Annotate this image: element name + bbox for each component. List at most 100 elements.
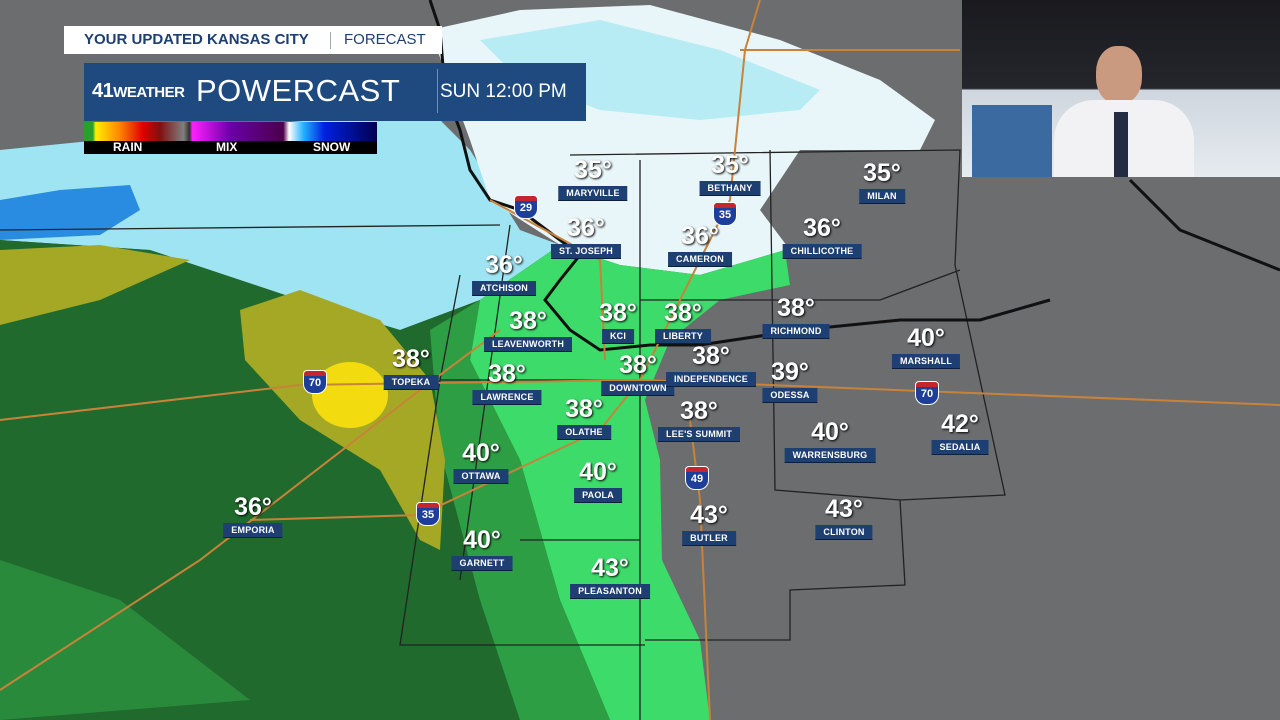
city-label: 43° PLEASANTON (570, 556, 650, 599)
city-name: KCI (601, 329, 635, 344)
forecast-time: SUN 12:00 PM (440, 81, 567, 102)
city-temp: 38° (509, 307, 547, 335)
snow-area-left (0, 110, 560, 330)
legend-snow: SNOW (313, 140, 351, 154)
city-temp: 38° (488, 360, 526, 388)
headline-title: YOUR UPDATED KANSAS CITY (84, 31, 309, 48)
city-temp: 38° (692, 342, 730, 370)
interstate-number: 35 (713, 208, 737, 226)
city-temp: 38° (680, 397, 718, 425)
city-temp: 40° (463, 526, 501, 554)
city-temp: 36° (234, 493, 272, 521)
city-temp: 38° (619, 351, 657, 379)
city-label: 35° BETHANY (699, 151, 761, 196)
city-name: CHILLICOTHE (782, 244, 862, 259)
interstate-number: 70 (303, 376, 327, 394)
studio-screen (972, 105, 1052, 177)
city-name: MILAN (859, 189, 905, 204)
legend-color-bar (84, 122, 377, 141)
city-temp: 39° (771, 358, 809, 386)
city-label: 36° EMPORIA (223, 493, 283, 538)
city-name: TOPEKA (383, 375, 439, 390)
city-temp: 40° (811, 418, 849, 446)
city-label: 40° WARRENSBURG (784, 418, 876, 463)
city-temp: 38° (392, 345, 430, 373)
moderate-rain-band (430, 300, 610, 720)
panel-divider (437, 69, 438, 113)
interstate-shield-icon: 70 (303, 370, 327, 394)
city-temp: 38° (664, 299, 702, 327)
city-name: SEDALIA (931, 440, 989, 455)
city-temp: 36° (681, 222, 719, 250)
interstate-number: 70 (915, 387, 939, 405)
city-label: 38° INDEPENDENCE (666, 344, 756, 387)
city-label: 36° ATCHISON (472, 253, 536, 296)
city-temp: 35° (574, 156, 612, 184)
city-name: ATCHISON (472, 281, 536, 296)
city-label: 38° LEAVENWORTH (483, 307, 573, 352)
city-label: 38° TOPEKA (383, 345, 439, 390)
city-label: 38° RICHMOND (762, 294, 830, 339)
rain-bottom-left (0, 560, 250, 720)
city-temp: 38° (565, 395, 603, 423)
city-name: INDEPENDENCE (666, 372, 756, 387)
city-name: OTTAWA (453, 469, 509, 484)
light-rain-band (470, 245, 790, 720)
city-label: 38° KCI (599, 301, 637, 344)
city-label: 43° BUTLER (682, 503, 736, 546)
city-label: 35° MILAN (859, 161, 905, 204)
city-temp: 43° (690, 501, 728, 529)
city-label: 36° CHILLICOTHE (782, 214, 862, 259)
city-name: RICHMOND (762, 324, 830, 339)
city-temp: 40° (907, 324, 945, 352)
city-temp: 36° (485, 251, 523, 279)
city-label: 36° CAMERON (668, 224, 732, 267)
presenter-head (1096, 46, 1142, 104)
city-label: 40° GARNETT (451, 526, 513, 571)
heavy-mix-core (312, 362, 388, 428)
headline-divider (330, 32, 331, 49)
mix-area-left (0, 245, 190, 325)
city-label: 38° LEE'S SUMMIT (657, 397, 741, 442)
city-name: ST. JOSEPH (550, 244, 622, 259)
interstate-shield-icon: 29 (514, 195, 538, 219)
city-label: 40° OTTAWA (453, 439, 509, 484)
city-name: OLATHE (557, 425, 611, 440)
city-name: WARRENSBURG (784, 448, 876, 463)
headline-suffix: FORECAST (344, 31, 426, 48)
city-name: BETHANY (699, 181, 761, 196)
city-name: PAOLA (574, 488, 622, 503)
city-name: LAWRENCE (472, 390, 542, 405)
city-temp: 40° (462, 439, 500, 467)
interstate-shield-icon: 70 (915, 381, 939, 405)
city-label: 38° LIBERTY (655, 301, 711, 344)
city-label: 36° ST. JOSEPH (550, 214, 622, 259)
precip-legend: RAIN MIX SNOW (84, 122, 377, 154)
city-temp: 36° (567, 214, 605, 242)
city-label: 38° LAWRENCE (472, 360, 542, 405)
heavy-snow-area (0, 185, 140, 240)
city-name: PLEASANTON (570, 584, 650, 599)
interstate-number: 29 (514, 201, 538, 219)
interstate-number: 49 (685, 472, 709, 490)
city-label: 39° ODESSA (762, 358, 818, 403)
city-name: DOWNTOWN (601, 381, 675, 396)
city-temp: 35° (863, 159, 901, 187)
city-temp: 42° (941, 410, 979, 438)
city-temp: 35° (711, 151, 749, 179)
city-label: 38° OLATHE (557, 397, 611, 440)
legend-rain: RAIN (113, 140, 143, 154)
presenter-tie (1114, 112, 1128, 177)
interstate-shield-icon: 49 (685, 466, 709, 490)
city-name: ODESSA (762, 388, 818, 403)
city-name: MARYVILLE (558, 186, 628, 201)
city-temp: 38° (599, 299, 637, 327)
river-east (1128, 178, 1280, 272)
interstate-number: 35 (416, 508, 440, 526)
city-name: LEAVENWORTH (483, 337, 573, 352)
headline-bar: YOUR UPDATED KANSAS CITY FORECAST (64, 26, 442, 54)
city-temp: 36° (803, 214, 841, 242)
city-name: GARNETT (451, 556, 513, 571)
interstate-shield-icon: 35 (416, 502, 440, 526)
city-temp: 38° (777, 294, 815, 322)
